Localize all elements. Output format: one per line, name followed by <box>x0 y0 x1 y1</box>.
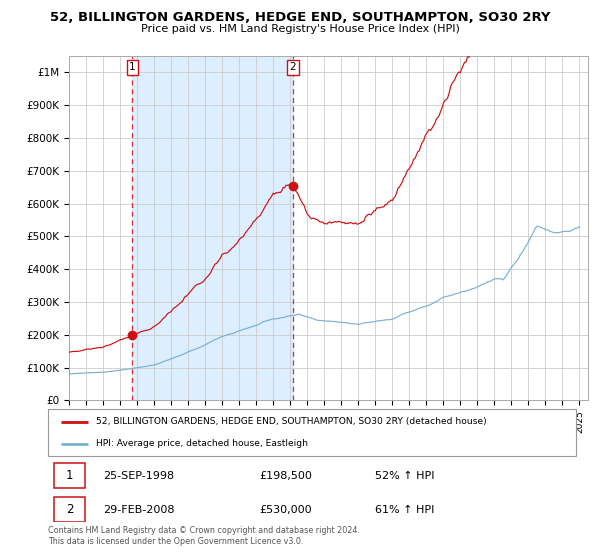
Text: 2: 2 <box>290 62 296 72</box>
Text: 61% ↑ HPI: 61% ↑ HPI <box>376 505 435 515</box>
Text: 25-SEP-1998: 25-SEP-1998 <box>103 471 175 480</box>
Text: 52% ↑ HPI: 52% ↑ HPI <box>376 471 435 480</box>
Text: 52, BILLINGTON GARDENS, HEDGE END, SOUTHAMPTON, SO30 2RY: 52, BILLINGTON GARDENS, HEDGE END, SOUTH… <box>50 11 550 24</box>
Bar <box>133 56 293 400</box>
Text: £530,000: £530,000 <box>259 505 312 515</box>
Text: 1: 1 <box>129 62 136 72</box>
Text: £198,500: £198,500 <box>259 471 312 480</box>
Text: Contains HM Land Registry data © Crown copyright and database right 2024.
This d: Contains HM Land Registry data © Crown c… <box>48 526 360 546</box>
FancyBboxPatch shape <box>48 409 576 456</box>
Text: HPI: Average price, detached house, Eastleigh: HPI: Average price, detached house, East… <box>95 439 308 448</box>
Text: 29-FEB-2008: 29-FEB-2008 <box>103 505 175 515</box>
FancyBboxPatch shape <box>55 464 85 488</box>
Text: Price paid vs. HM Land Registry's House Price Index (HPI): Price paid vs. HM Land Registry's House … <box>140 24 460 34</box>
FancyBboxPatch shape <box>55 497 85 522</box>
Text: 1: 1 <box>66 469 73 482</box>
Text: 2: 2 <box>66 503 73 516</box>
Text: 52, BILLINGTON GARDENS, HEDGE END, SOUTHAMPTON, SO30 2RY (detached house): 52, BILLINGTON GARDENS, HEDGE END, SOUTH… <box>95 417 486 426</box>
